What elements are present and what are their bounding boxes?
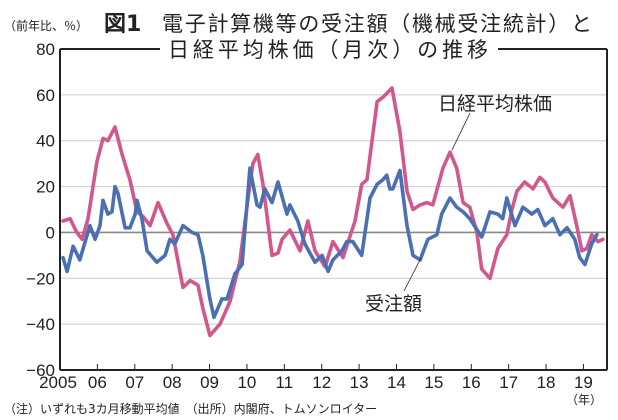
y-axis-label: （前年比、％） [4,18,88,33]
x-tick-label: 11 [276,373,294,392]
plot-frame [59,48,608,371]
x-tick-label: 16 [462,373,481,392]
grid-lines [60,94,607,325]
x-tick-label: 2005 [39,373,77,392]
y-tick-label: −20 [26,269,55,288]
x-tick-label: 10 [237,373,256,392]
y-tick-label: 60 [36,86,55,105]
x-tick-label: 15 [424,373,443,392]
x-axis-ticks: 2005 06 07 08 09 10 11 12 13 14 15 16 17 18 19 [39,364,593,392]
x-tick-label: 12 [312,373,331,392]
chart-note: （注）いずれも3カ月移動平均値 （出所）内閣府、トムソンロイター [4,401,377,416]
x-tick-label: 18 [537,373,556,392]
x-tick-label: 17 [499,373,518,392]
x-tick-label: 09 [200,373,219,392]
chart-title-line1: 電子計算機等の受注額（機械受注統計）と [162,12,592,36]
series-lines [61,86,605,338]
y-tick-label: 40 [36,132,55,151]
x-axis-label: （年） [566,393,602,407]
x-tick-label: 13 [350,373,369,392]
legend-label-nikkei: 日経平均株価 [438,93,552,115]
x-tick-label: 08 [163,373,182,392]
legend-leader-nikkei [451,112,471,151]
y-tick-label: −60 [26,361,55,380]
x-tick-label: 06 [88,373,107,392]
y-axis-ticks: 80 60 40 20 0 −20 −40 −60 [26,40,55,380]
chart-title-line2: 日経平均株価（月次）の推移 [168,38,488,62]
y-tick-label: 20 [36,178,55,197]
figure-label: 図1 [104,12,141,37]
y-tick-label: 0 [46,223,55,242]
x-tick-label: 19 [574,373,593,392]
y-tick-label: −40 [26,315,55,334]
y-tick-label: 80 [36,40,55,59]
legend-leader-orders [403,257,422,292]
series-line-orders [61,166,599,320]
series-line-nikkei [61,86,605,338]
x-tick-label: 14 [387,373,406,392]
x-tick-label: 07 [125,373,144,392]
legend-label-orders: 受注額 [365,293,422,315]
